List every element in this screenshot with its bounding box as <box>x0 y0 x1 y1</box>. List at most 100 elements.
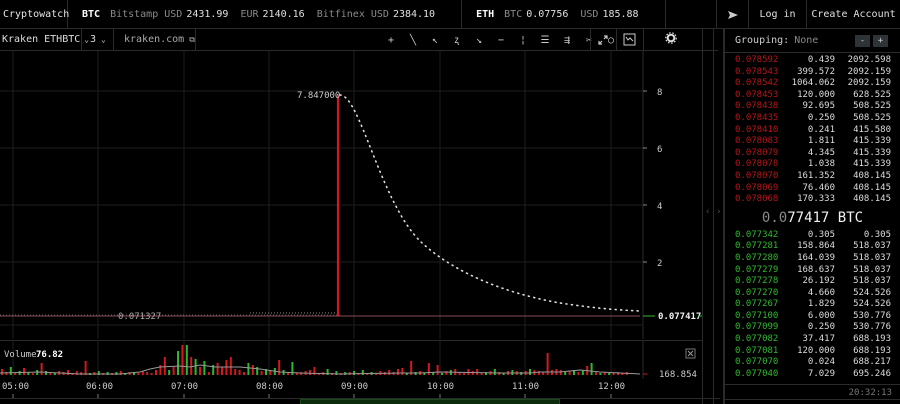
ask-row-price: 0.078592 <box>735 55 779 65</box>
fullscreen-button[interactable] <box>597 34 609 49</box>
bid-row[interactable]: 0.077281 158.864 518.037 <box>725 241 900 253</box>
ask-row[interactable]: 0.078070 161.352 408.145 <box>725 171 900 183</box>
ticker-value: 2140.16 <box>262 8 305 20</box>
bid-row-price: 0.077280 <box>735 252 779 263</box>
x-tick: 05:00 <box>2 382 29 392</box>
vertical-line-tool-icon[interactable]: ¦ <box>519 34 527 46</box>
circle-tool-icon[interactable]: ○ <box>607 34 615 46</box>
bid-row-price: 0.077070 <box>735 357 779 368</box>
chevron-right-icon[interactable]: › <box>716 207 722 217</box>
chart-snapshot-icon <box>623 33 636 46</box>
line-tool-icon[interactable]: ╲ <box>409 34 417 46</box>
x-tick: 11:00 <box>512 382 539 392</box>
bid-row-total: 688.193 <box>853 345 891 356</box>
ask-row[interactable]: 0.078453 120.000 628.525 <box>725 90 900 102</box>
bid-row-amount: 158.864 <box>797 241 835 252</box>
horizontal-line-tool-icon[interactable]: − <box>497 34 505 46</box>
timeline-scroll-handle[interactable] <box>300 399 560 404</box>
ask-row[interactable]: 0.078592 0.439 2092.598 <box>725 55 900 67</box>
cut-tool-icon[interactable]: ✂ <box>585 34 593 46</box>
bid-row[interactable]: 0.077100 6.000 530.776 <box>725 311 900 323</box>
ask-row-amount: 399.572 <box>797 66 835 77</box>
bid-row[interactable]: 0.077070 0.024 688.217 <box>725 357 900 369</box>
market-select[interactable]: Kraken ETHBTC ⌄ <box>0 28 89 51</box>
price-chart[interactable]: 8 6 4 2 0.077417 7.847000 0.071327 <box>0 51 702 339</box>
bid-row[interactable]: 0.077099 0.250 530.776 <box>725 322 900 334</box>
chevron-down-icon: ⌄ <box>101 35 106 44</box>
ask-row[interactable]: 0.078543 399.572 2092.159 <box>725 67 900 79</box>
bid-row-price: 0.077040 <box>735 368 779 379</box>
last-price: 0.077417 BTC <box>725 206 900 230</box>
bids-list: 0.077342 0.305 0.305 0.077281 158.864 518.037… <box>725 230 900 381</box>
ask-row[interactable]: 0.078069 76.460 408.145 <box>725 183 900 195</box>
ticker-btc[interactable]: BTC Bitstamp USD 2431.99 EUR 2140.16 Bit… <box>68 0 463 29</box>
bid-row[interactable]: 0.077278 26.192 518.037 <box>725 276 900 288</box>
order-book: Grouping: None - + 0.078592 0.439 2092.598… <box>724 29 900 404</box>
ticker-eth[interactable]: ETH BTC 0.07756 USD 185.88 <box>462 0 666 29</box>
ask-row[interactable]: 0.078068 170.333 408.145 <box>725 194 900 206</box>
bid-row-total: 524.526 <box>853 287 891 298</box>
exchange-link[interactable]: kraken.com ⧉ <box>114 28 196 51</box>
bid-row[interactable]: 0.077267 1.829 524.526 <box>725 299 900 311</box>
y-tick: 2 <box>657 259 662 269</box>
pitchfork-tool-icon[interactable]: ⇶ <box>563 34 571 46</box>
asks-list: 0.078592 0.439 2092.598 0.078543 399.572 2092… <box>725 53 900 206</box>
bid-row-amount: 4.660 <box>807 287 835 298</box>
create-account-button[interactable]: Create Account <box>806 0 900 29</box>
grouping-header: Grouping: None - + <box>725 29 900 53</box>
bid-row[interactable]: 0.077279 168.637 518.037 <box>725 265 900 277</box>
ask-row[interactable]: 0.078083 1.811 415.339 <box>725 136 900 148</box>
zigzag-tool-icon[interactable]: ʐ <box>453 34 461 46</box>
ask-row-total: 408.145 <box>853 194 891 205</box>
chevron-left-icon[interactable]: ‹ <box>705 207 711 217</box>
bid-row-price: 0.077267 <box>735 299 779 310</box>
ticker-value: 2384.10 <box>392 8 436 20</box>
ask-row[interactable]: 0.078079 4.345 415.339 <box>725 148 900 160</box>
bid-row[interactable]: 0.077082 37.417 688.193 <box>725 334 900 346</box>
ask-row[interactable]: 0.078435 0.250 508.525 <box>725 113 900 125</box>
panel-divider[interactable]: ‹ › <box>702 29 724 404</box>
bid-row[interactable]: 0.077081 120.000 688.193 <box>725 346 900 358</box>
timeline-scrollbar[interactable] <box>0 398 720 404</box>
bid-row[interactable]: 0.077342 0.305 0.305 <box>725 230 900 242</box>
ask-row-price: 0.078069 <box>735 182 779 193</box>
exchange-link-label: kraken.com <box>124 34 185 45</box>
ask-row-amount: 0.250 <box>807 112 835 123</box>
login-button[interactable]: Log in <box>748 0 806 29</box>
price-chart-canvas: 8 6 4 2 0.077417 7.847000 0.071327 <box>0 51 702 339</box>
period-label: 3 <box>90 34 97 45</box>
arrow-tool-icon[interactable]: ↘ <box>475 34 483 46</box>
grouping-increase-button[interactable]: + <box>873 35 888 47</box>
period-select[interactable]: 3 ⌄ <box>82 28 114 51</box>
bid-row[interactable]: 0.077270 4.660 524.526 <box>725 288 900 300</box>
ask-row-price: 0.078543 <box>735 66 779 77</box>
fibonacci-tool-icon[interactable]: ☰ <box>540 34 550 46</box>
ask-row[interactable]: 0.078438 92.695 508.525 <box>725 101 900 113</box>
bid-row-amount: 0.305 <box>807 229 835 240</box>
bid-row[interactable]: 0.077040 7.029 695.246 <box>725 369 900 381</box>
ask-row-total: 2092.159 <box>847 66 891 77</box>
bid-row-total: 0.305 <box>863 229 891 240</box>
bid-row-price: 0.077082 <box>735 334 779 345</box>
ask-row[interactable]: 0.078410 0.241 415.580 <box>725 125 900 137</box>
settings-button[interactable] <box>665 32 677 47</box>
ask-row[interactable]: 0.078542 1064.062 2092.159 <box>725 78 900 90</box>
snapshot-button[interactable] <box>623 33 636 49</box>
bid-row-price: 0.077099 <box>735 322 779 333</box>
ticker-exchange: Bitfinex USD <box>316 8 389 20</box>
close-volume-button[interactable] <box>685 348 696 359</box>
volume-panel[interactable]: Volume 76.82 168.854 <box>0 340 702 380</box>
ask-row[interactable]: 0.078078 1.038 415.339 <box>725 159 900 171</box>
crosshair-tool-icon[interactable]: + <box>387 34 395 46</box>
bid-row[interactable]: 0.077280 164.039 518.037 <box>725 253 900 265</box>
ray-tool-icon[interactable]: ↖ <box>431 34 439 46</box>
grouping-decrease-button[interactable]: - <box>855 35 870 47</box>
time-axis[interactable]: 05:00 06:00 07:00 08:00 09:00 10:00 11:0… <box>0 378 702 398</box>
bid-row-price: 0.077279 <box>735 264 779 275</box>
telegram-button[interactable] <box>716 0 748 29</box>
brand-logo[interactable]: Cryptowatch <box>0 0 69 29</box>
x-tick: 06:00 <box>86 382 113 392</box>
bid-row-amount: 6.000 <box>807 310 835 321</box>
bid-row-amount: 1.829 <box>807 299 835 310</box>
bid-row-total: 518.037 <box>853 264 891 275</box>
